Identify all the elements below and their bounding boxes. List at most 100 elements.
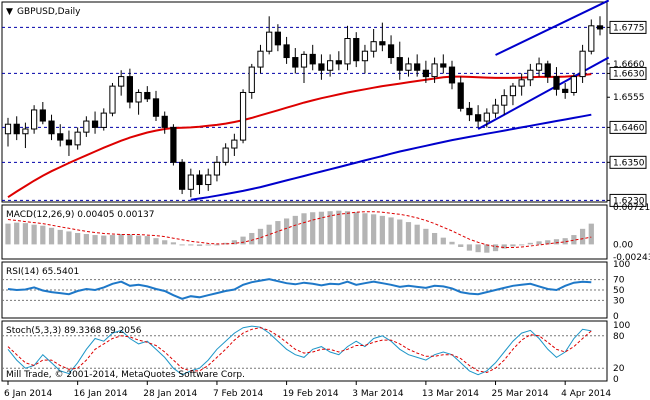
candle: [596, 16, 604, 36]
candle: [13, 116, 20, 141]
candle-body: [65, 139, 73, 146]
macd-signal-line: [7, 211, 592, 248]
candle-body: [83, 120, 90, 133]
candle-body: [179, 161, 186, 190]
candle-body: [91, 120, 99, 128]
price-label-box: [609, 193, 647, 207]
rsi-levels: [2, 279, 607, 301]
price-label-box: [609, 120, 647, 134]
time-tick-label: 25 Mar 2014: [492, 389, 549, 399]
candle: [501, 89, 508, 115]
rsi-tick-label: 70: [613, 276, 625, 286]
price-tick-label: 1.6460: [613, 123, 645, 133]
candle-body: [570, 76, 577, 93]
candle-body: [361, 50, 369, 62]
macd-bar: [458, 244, 464, 247]
candle-body: [222, 147, 229, 163]
candle-body: [448, 66, 456, 84]
candle: [283, 36, 290, 64]
candle: [170, 124, 177, 166]
candle-body: [74, 131, 81, 146]
candle: [405, 57, 412, 77]
rsi-tick-label: 50: [613, 286, 625, 296]
time-tick-label: 4 Apr 2014: [561, 389, 611, 399]
macd-bar: [101, 235, 107, 245]
candle: [379, 22, 386, 52]
macd-bar: [353, 212, 359, 245]
candle-body: [126, 76, 133, 103]
stoch-title: Stoch(5,3,3) 89.3368 89.2056: [6, 326, 142, 336]
macd-bar: [118, 234, 124, 245]
macd-bar: [257, 228, 264, 245]
macd-bar: [536, 241, 542, 245]
candle: [535, 57, 543, 77]
candle: [457, 76, 464, 112]
macd-bar: [579, 228, 586, 245]
candle-body: [274, 31, 281, 46]
macd-bar: [379, 215, 385, 245]
macd-bar: [475, 244, 481, 253]
candle-body: [187, 174, 194, 190]
macd-bar: [423, 228, 429, 245]
candle-body: [379, 41, 386, 46]
stoch-main-line: [7, 325, 592, 376]
price-tick-label: 1.6230: [613, 196, 645, 206]
candle: [222, 143, 229, 166]
candle: [39, 102, 46, 125]
macd-bar: [66, 231, 72, 245]
trend-line: [495, 0, 610, 56]
candle: [309, 44, 316, 71]
rsi-title: RSI(14) 65.5401: [6, 267, 79, 277]
candle-body: [292, 57, 299, 68]
candle: [370, 28, 377, 58]
macd-bar: [92, 235, 98, 245]
macd-bar: [301, 213, 307, 245]
candle-body: [205, 174, 212, 186]
candle: [544, 60, 551, 83]
candle-body: [387, 44, 395, 59]
candlestick-series: [4, 16, 604, 198]
candle-body: [492, 104, 499, 114]
candle: [239, 89, 247, 144]
candle: [100, 108, 107, 131]
chart-title: GBPUSD,Daily: [17, 7, 81, 17]
candle-body: [553, 76, 560, 90]
rsi-tick-label: 0: [613, 312, 619, 322]
macd-bar: [275, 221, 281, 245]
candle: [109, 82, 116, 117]
macd-tick-label: 0.00721: [613, 203, 650, 213]
time-tick-label: 19 Feb 2014: [283, 389, 339, 399]
macd-bar: [188, 244, 194, 246]
macd-bar: [31, 224, 37, 245]
macd-bar: [22, 223, 29, 245]
macd-bar: [492, 244, 499, 252]
candle: [570, 73, 577, 96]
candle-body: [466, 107, 473, 116]
price-tick-label: 1.6660: [613, 60, 645, 70]
candle-body: [248, 66, 255, 93]
candle: [65, 130, 73, 156]
macd-bar: [144, 236, 150, 245]
stoch-tick-label: 100: [613, 321, 630, 331]
candle: [179, 159, 186, 195]
candle: [4, 117, 12, 147]
candle: [135, 89, 142, 115]
candle: [161, 111, 168, 134]
stoch-tick-label: 20: [613, 364, 625, 374]
rsi-line: [7, 278, 592, 300]
macd-bar: [240, 236, 246, 245]
candle-body: [475, 114, 482, 122]
macd-bar: [405, 222, 412, 245]
macd-bar: [371, 214, 377, 245]
macd-signal: [7, 211, 592, 248]
candle: [231, 133, 238, 156]
candle-body: [414, 63, 421, 71]
candle: [48, 114, 55, 141]
price-tick-label: 1.6350: [613, 158, 645, 168]
stoch-pane-frame: [1, 320, 608, 382]
price-label-box: [609, 66, 647, 80]
candle-body: [309, 53, 316, 65]
candle-body: [527, 69, 534, 81]
